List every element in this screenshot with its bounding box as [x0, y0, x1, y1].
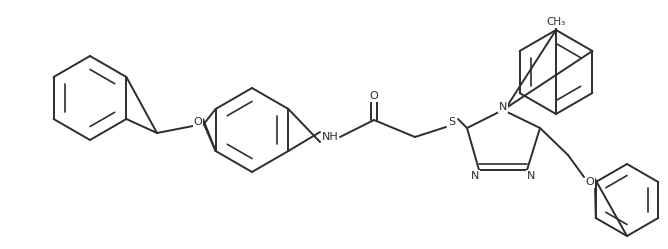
Text: O: O — [369, 91, 378, 101]
Text: CH₃: CH₃ — [546, 17, 566, 27]
Text: S: S — [448, 117, 456, 127]
Text: N: N — [527, 171, 535, 181]
Text: NH: NH — [321, 132, 339, 142]
Text: N: N — [471, 171, 479, 181]
Text: N: N — [499, 102, 507, 112]
Text: O: O — [194, 117, 202, 127]
Text: O: O — [586, 177, 595, 187]
